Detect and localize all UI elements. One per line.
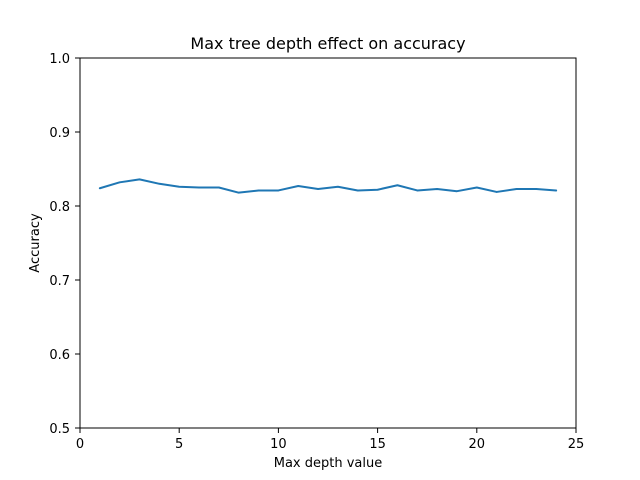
y-tick-label: 1.0: [49, 52, 70, 67]
data-point: [476, 186, 478, 189]
data-point: [535, 188, 538, 190]
x-tick-label: 25: [568, 437, 585, 452]
data-point: [456, 190, 458, 192]
data-point: [515, 188, 518, 190]
x-tick-label: 10: [270, 437, 287, 452]
y-axis: 0.5 0.6 0.7 0.8 0.9 1.0: [49, 52, 80, 437]
y-tick-label: 0.6: [49, 348, 70, 363]
data-point: [277, 189, 280, 192]
data-point: [99, 187, 101, 190]
data-point: [158, 183, 161, 185]
y-tick-label: 0.7: [49, 274, 70, 289]
series-layer: [98, 178, 558, 194]
data-point: [555, 189, 557, 192]
data-point: [198, 186, 200, 189]
data-point: [337, 185, 339, 188]
accuracy-line: [98, 178, 558, 194]
data-point: [257, 189, 260, 192]
data-point: [317, 188, 319, 190]
data-point: [356, 189, 359, 192]
data-point: [138, 178, 141, 181]
x-axis: 0 5 10 15 20 25: [76, 428, 584, 452]
data-point: [218, 186, 220, 189]
data-point: [178, 185, 180, 188]
x-tick-label: 5: [175, 437, 183, 452]
data-point: [416, 189, 419, 192]
data-point: [396, 184, 399, 187]
data-point: [495, 191, 498, 193]
x-tick-label: 15: [369, 437, 386, 452]
x-tick-label: 20: [469, 437, 486, 452]
data-point: [376, 188, 379, 191]
data-point: [118, 181, 121, 184]
x-tick-label: 0: [76, 437, 84, 452]
y-tick-label: 0.9: [49, 126, 70, 141]
chart-title: Max tree depth effect on accuracy: [190, 34, 465, 53]
data-point: [436, 188, 438, 190]
data-point: [297, 185, 300, 187]
plot-area: [79, 57, 577, 429]
data-point: [237, 191, 240, 194]
y-tick-label: 0.8: [49, 200, 70, 215]
y-axis-label: Accuracy: [28, 213, 43, 273]
y-tick-label: 0.5: [49, 422, 70, 437]
x-axis-label: Max depth value: [274, 456, 383, 471]
